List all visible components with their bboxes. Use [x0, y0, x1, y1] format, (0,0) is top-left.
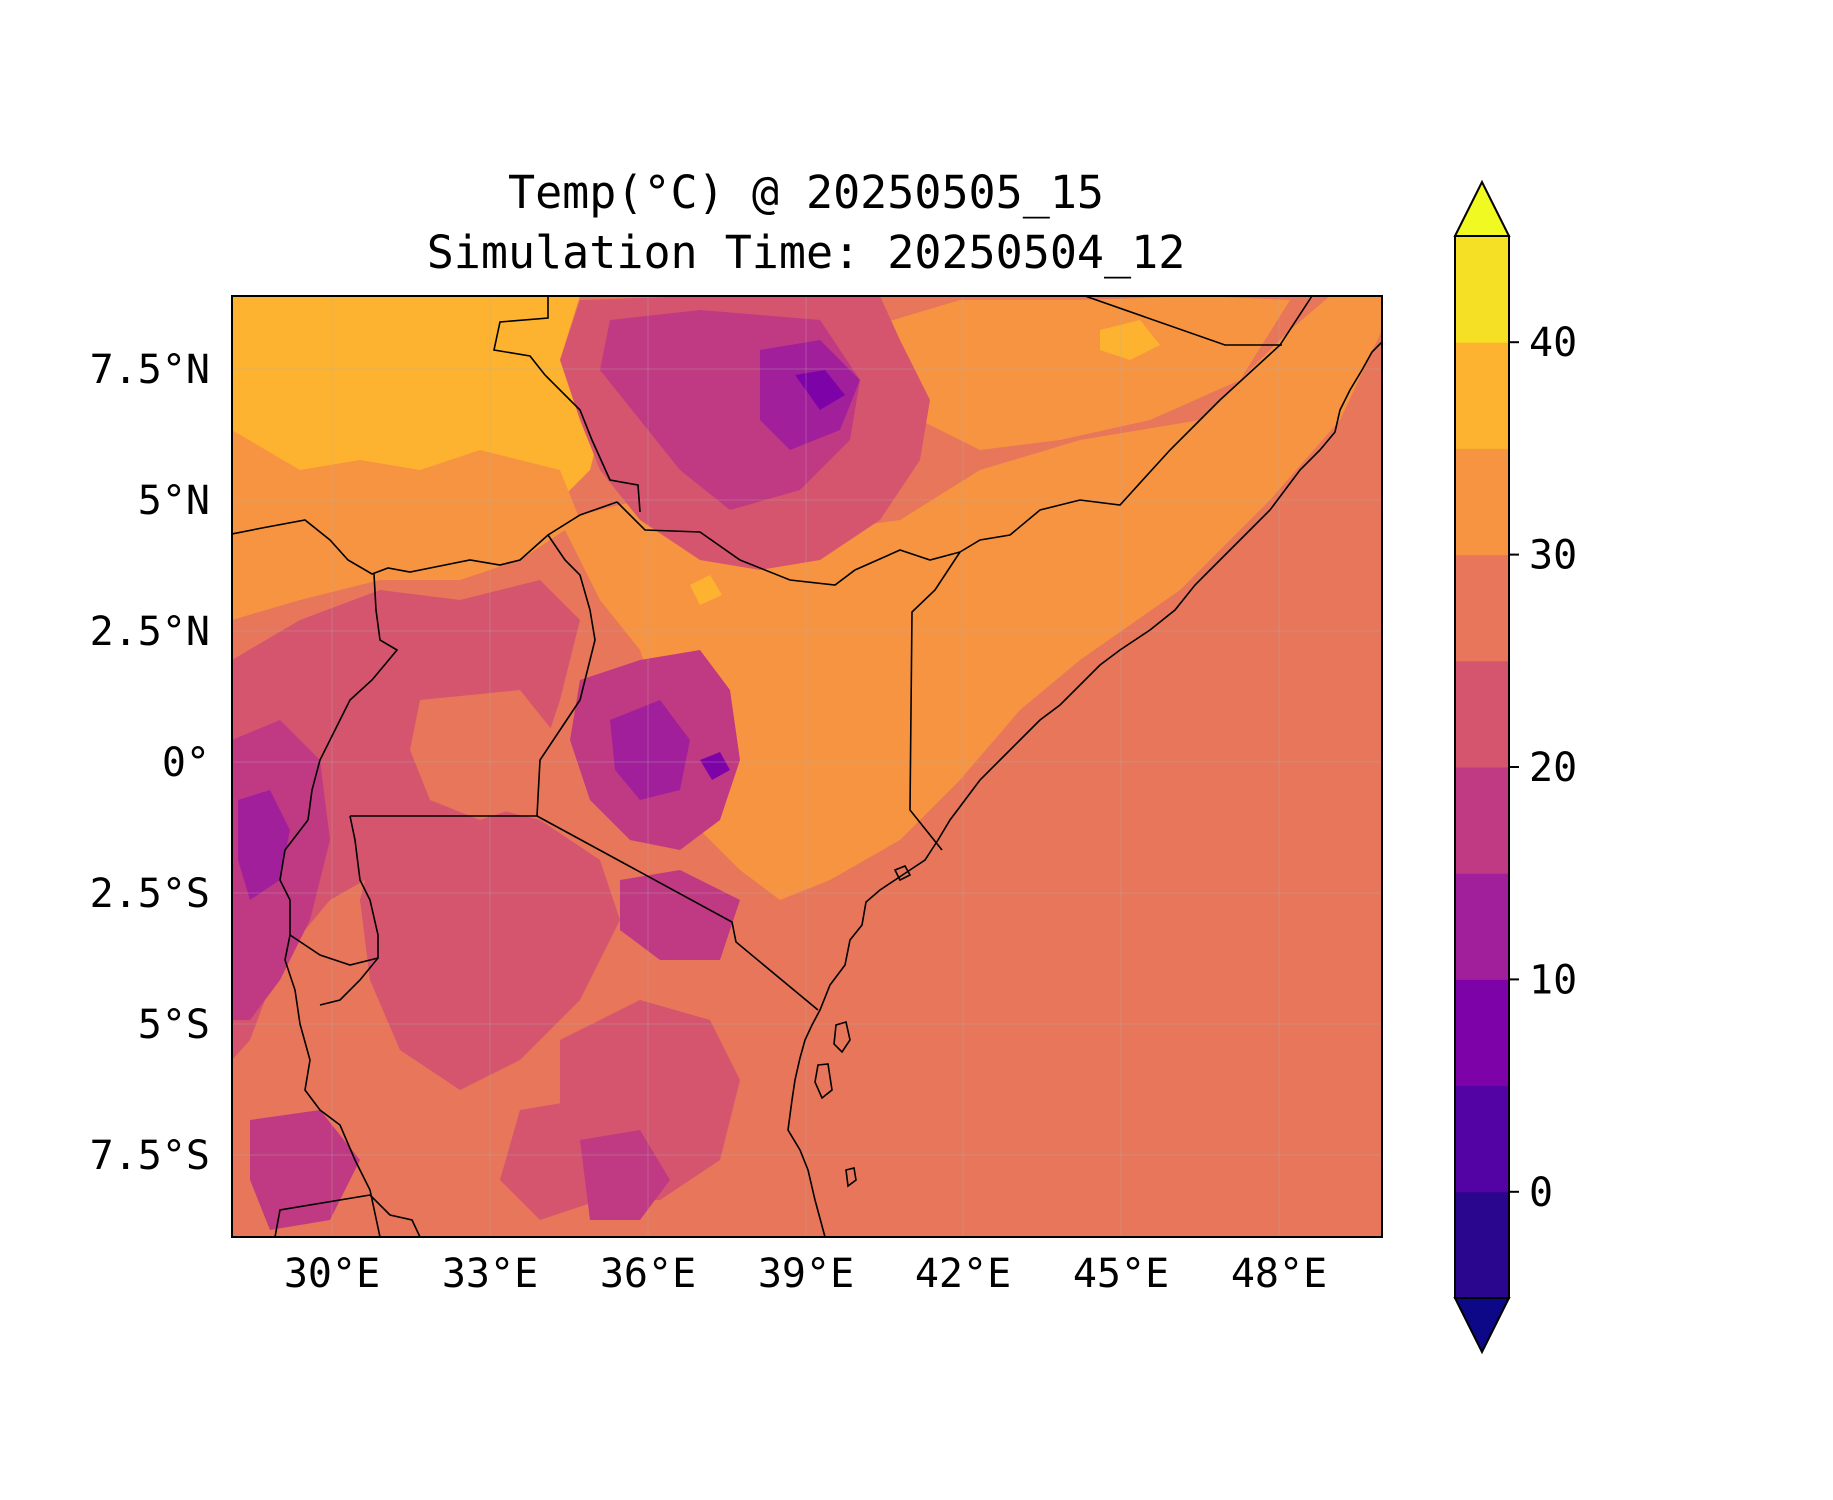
cool-region-tanzania-west [360, 800, 620, 1090]
coastline-zanzibar [833, 1020, 851, 1054]
cool-region-south-sudan-uganda [270, 620, 360, 680]
colorbar-level-3 [1455, 873, 1509, 980]
colorbar-tick-label-0: 0 [1529, 1170, 1553, 1216]
colorbar-under-arrow [1453, 1297, 1511, 1355]
colorbar-tick-label-1: 10 [1529, 957, 1577, 1003]
border-burundi-tanzania [319, 957, 379, 1006]
x-tick-label-30E: 30°E [284, 1251, 380, 1297]
colder-region-southern-highlands [580, 1130, 670, 1220]
coastline-mafia [845, 1167, 857, 1188]
colorbar-level-6 [1455, 554, 1509, 662]
warm-region-ethiopia-east [860, 296, 1290, 450]
y-axis: 7.5°N 5°N 2.5°N 0° 2.5°S 5°S 7.5°S [90, 347, 210, 1179]
country-borders [232, 296, 1382, 1237]
y-tick-label-7.5N: 7.5°N [90, 347, 210, 393]
colorbar-level-4 [1455, 767, 1509, 874]
border-zambia-tanzania [274, 1194, 371, 1237]
x-tick-label-36E: 36°E [600, 1251, 696, 1297]
colorbar: 0 10 20 30 40 [1453, 179, 1577, 1355]
border-sudan-ethiopia [493, 296, 641, 513]
y-tick-label-2.5N: 2.5°N [90, 609, 210, 655]
colorbar-tick-label-3: 30 [1529, 533, 1577, 579]
y-tick-label-0: 0° [162, 740, 210, 786]
border-tanzania-malawi [369, 1194, 421, 1237]
coastline-pemba [814, 1063, 833, 1100]
colorbar-levels [1455, 236, 1509, 1299]
y-tick-label-7.5S: 7.5°S [90, 1133, 210, 1179]
colorbar-level-8 [1455, 342, 1509, 449]
colorbar-level-5 [1455, 660, 1509, 768]
x-tick-label-48E: 48°E [1231, 1251, 1327, 1297]
gridlines [232, 296, 1382, 1237]
hot-patch-ethiopia [1100, 320, 1160, 360]
warm-region-south-sudan [232, 430, 580, 620]
cold-core-rwanda-burundi [238, 790, 290, 900]
hot-patch-north-kenya [690, 575, 722, 605]
colorbar-ticks: 0 10 20 30 40 [1509, 320, 1577, 1216]
colorbar-tick-label-2: 20 [1529, 745, 1577, 791]
x-tick-label-45E: 45°E [1073, 1251, 1169, 1297]
border-kenya-uganda [536, 534, 596, 817]
cold-core-kenya-highlands [610, 700, 690, 800]
x-tick-label-42E: 42°E [915, 1251, 1011, 1297]
border-ethiopia-somalia [959, 296, 1313, 553]
border-rwanda-burundi [279, 815, 379, 966]
x-axis: 30°E 33°E 36°E 39°E 42°E 45°E 48°E [284, 1251, 1327, 1297]
y-tick-label-5N: 5°N [138, 478, 210, 524]
coastline-lamu [893, 864, 912, 882]
temperature-map [232, 296, 1382, 1237]
colorbar-level-9 [1455, 236, 1509, 343]
title-line-2: Simulation Time: 20250504_12 [427, 226, 1186, 279]
border-ethiopia-kenya [616, 501, 961, 586]
coldest-core-ethiopian-highlands [795, 370, 845, 410]
border-somalia-north [1084, 296, 1282, 346]
y-tick-label-5S: 5°S [138, 1002, 210, 1048]
map-frame [231, 295, 1383, 1238]
coastline-east-africa [787, 341, 1382, 1237]
colder-region-tanzania-south [250, 1110, 360, 1230]
coldest-core-mt-kenya [700, 752, 730, 780]
border-kenya-somalia [909, 551, 961, 851]
border-tanzania-kenya [536, 815, 819, 1011]
colder-region-kilimanjaro-area [620, 870, 740, 960]
colorbar-level-0 [1455, 1191, 1509, 1299]
warm-region-kenya-somalia [560, 296, 1382, 900]
y-tick-label-2.5S: 2.5°S [90, 871, 210, 917]
colorbar-tick-label-4: 40 [1529, 320, 1577, 366]
x-tick-label-33E: 33°E [442, 1251, 538, 1297]
colorbar-level-2 [1455, 979, 1509, 1087]
border-uganda-drc [307, 573, 399, 821]
lake-victoria [410, 690, 560, 820]
border-tanzania-west [284, 934, 381, 1237]
colorbar-level-1 [1455, 1085, 1509, 1193]
x-tick-label-39E: 39°E [758, 1251, 854, 1297]
colorbar-over-arrow [1453, 179, 1511, 237]
colorbar-level-7 [1455, 448, 1509, 556]
title-line-1: Temp(°C) @ 20250505_15 [508, 166, 1104, 219]
border-south-sudan-ethiopia-kenya [232, 501, 618, 575]
